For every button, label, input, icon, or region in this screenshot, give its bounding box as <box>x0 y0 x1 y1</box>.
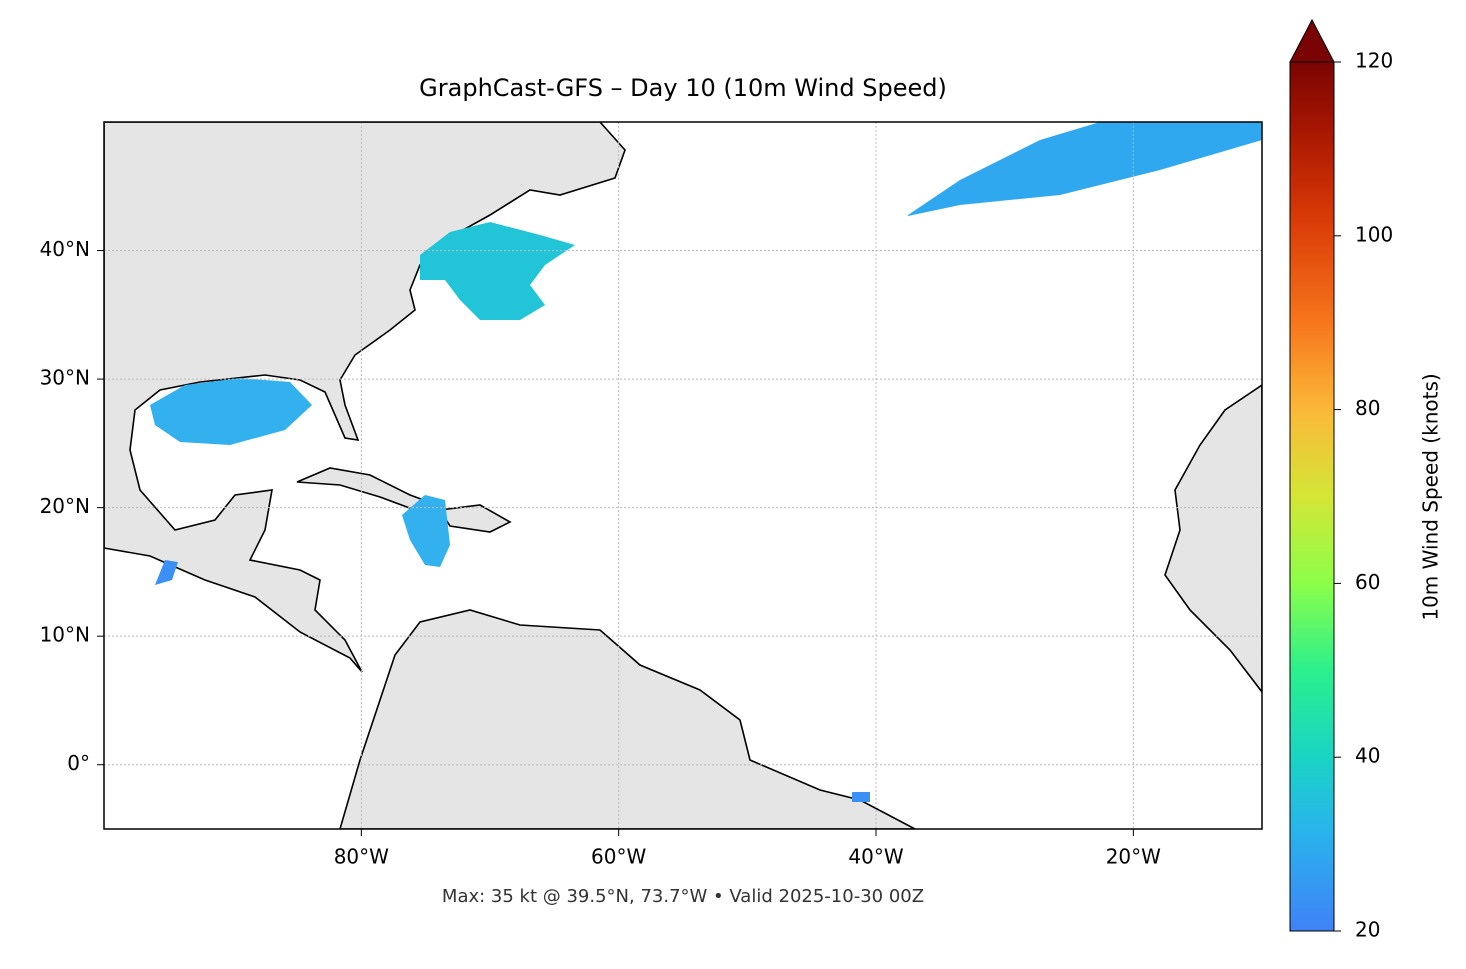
colorbar-extend <box>1289 18 1335 63</box>
wind-area <box>420 222 575 320</box>
plot-frame <box>103 121 1263 830</box>
wind-area <box>852 792 870 802</box>
x-tick-label: 20°W <box>1106 845 1161 869</box>
wind-area <box>908 122 1262 216</box>
hispaniola <box>438 504 512 533</box>
colorbar-tick-label: 20 <box>1355 918 1380 942</box>
y-tick-label: 20°N <box>40 494 90 518</box>
wind-area <box>402 495 450 567</box>
colorbar <box>1289 61 1335 932</box>
africa <box>1164 384 1262 694</box>
chart-title: GraphCast-GFS – Day 10 (10m Wind Speed) <box>419 74 947 102</box>
x-tick-label: 60°W <box>591 845 646 869</box>
x-tick-label: 40°W <box>848 845 903 869</box>
y-tick-label: 0° <box>67 751 90 775</box>
colorbar-tick-label: 120 <box>1355 49 1393 73</box>
south-america <box>339 609 916 829</box>
y-tick-label: 30°N <box>40 366 90 390</box>
colorbar-tick-label: 40 <box>1355 744 1380 768</box>
colorbar-tick-label: 100 <box>1355 222 1393 246</box>
y-tick-label: 40°N <box>40 237 90 261</box>
colorbar-label: 10m Wind Speed (knots) <box>1419 373 1443 620</box>
wind-area <box>155 560 178 585</box>
footer: Max: 35 kt @ 39.5°N, 73.7°W • Valid 2025… <box>442 886 924 907</box>
x-tick-label: 80°W <box>334 845 389 869</box>
colorbar-tick-label: 80 <box>1355 396 1380 420</box>
colorbar-tick-label: 60 <box>1355 570 1380 594</box>
wind-area <box>150 378 312 445</box>
y-tick-label: 10°N <box>40 623 90 647</box>
map <box>104 122 1262 829</box>
